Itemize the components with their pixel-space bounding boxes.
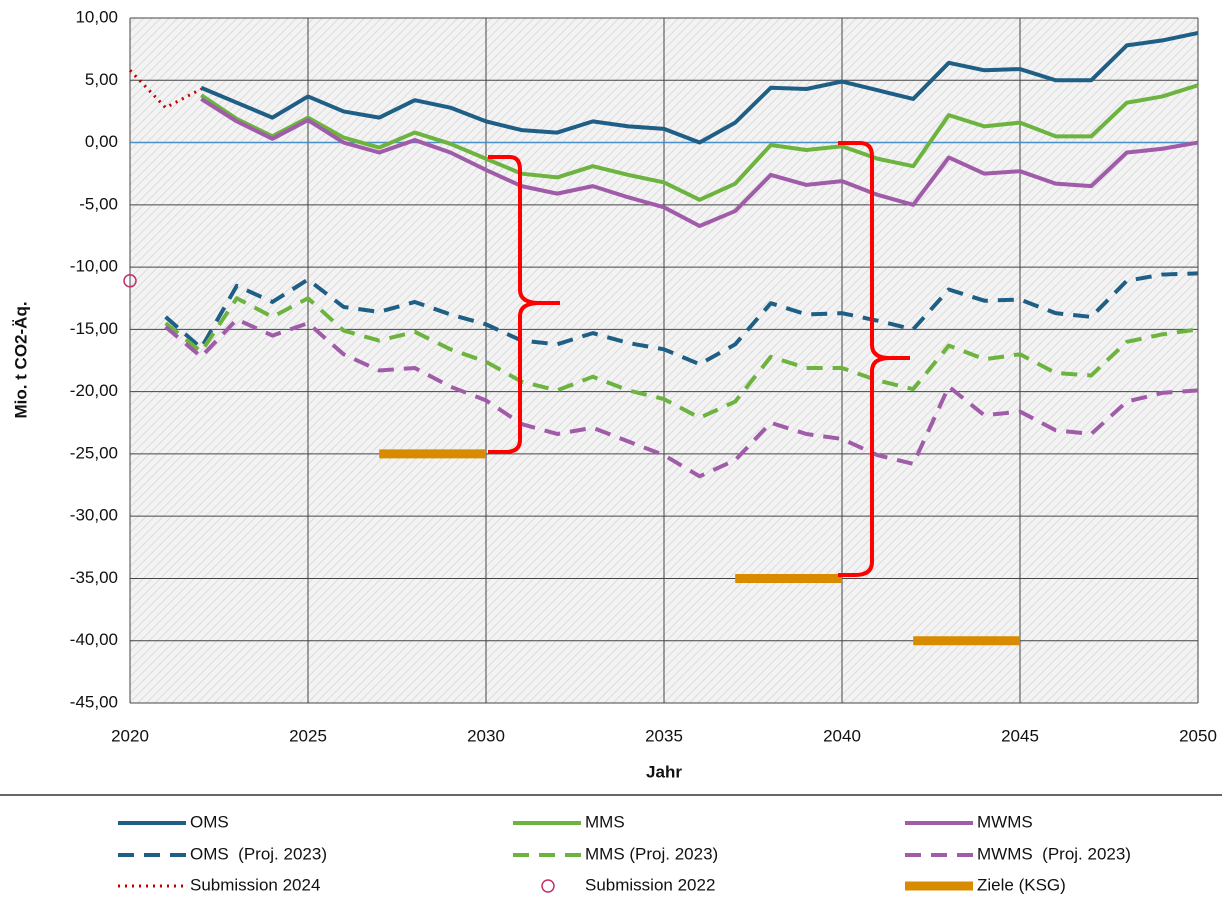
y-tick-label: -25,00 (70, 443, 118, 462)
marker (123, 274, 137, 288)
x-tick-label: 2025 (289, 726, 327, 745)
x-axis-label: Jahr (646, 762, 682, 781)
x-tick-label: 2045 (1001, 726, 1039, 745)
gap-brace (838, 141, 910, 577)
legend-label: MMS (Proj. 2023) (585, 844, 718, 863)
x-tick-label: 2035 (645, 726, 683, 745)
y-tick-label: -15,00 (70, 319, 118, 338)
series-line (164, 296, 1199, 420)
series-line (200, 97, 1199, 228)
x-tick-label: 2040 (823, 726, 861, 745)
legend-label: Ziele (KSG) (977, 875, 1066, 894)
x-tick-label: 2020 (111, 726, 149, 745)
marks (123, 30, 1199, 646)
legend-label: OMS (Proj. 2023) (190, 844, 327, 863)
y-axis-label: Mio. t CO2-Äq. (11, 301, 30, 418)
series-line (128, 69, 202, 110)
y-tick-label: -35,00 (70, 568, 118, 587)
y-tick-label: 0,00 (85, 132, 118, 151)
series-line (164, 317, 1199, 479)
legend-label: OMS (190, 812, 229, 831)
legend-label: Submission 2022 (585, 875, 715, 894)
y-tick-label: -5,00 (79, 194, 118, 213)
x-tick-label: 2030 (467, 726, 505, 745)
x-tick-label: 2050 (1179, 726, 1217, 745)
y-tick-label: 10,00 (75, 7, 118, 26)
legend: OMS MMS MWMS OMS (Proj. 2023) MMS (Proj. 202… (118, 812, 1131, 894)
y-tick-label: -45,00 (70, 692, 118, 711)
y-tick-label: -20,00 (70, 381, 118, 400)
y-tick-label: -30,00 (70, 506, 118, 525)
legend-label: Submission 2024 (190, 875, 320, 894)
y-tick-label: -10,00 (70, 257, 118, 276)
legend-label: MMS (585, 812, 625, 831)
legend-label: MWMS (Proj. 2023) (977, 844, 1131, 863)
series-line (200, 83, 1199, 202)
legend-label: MWMS (977, 812, 1033, 831)
series-line (200, 30, 1199, 145)
legend-swatch (541, 879, 555, 893)
y-tick-label: -40,00 (70, 630, 118, 649)
y-tick-label: 5,00 (85, 70, 118, 89)
gap-brace (488, 155, 560, 454)
series-line (164, 271, 1199, 367)
